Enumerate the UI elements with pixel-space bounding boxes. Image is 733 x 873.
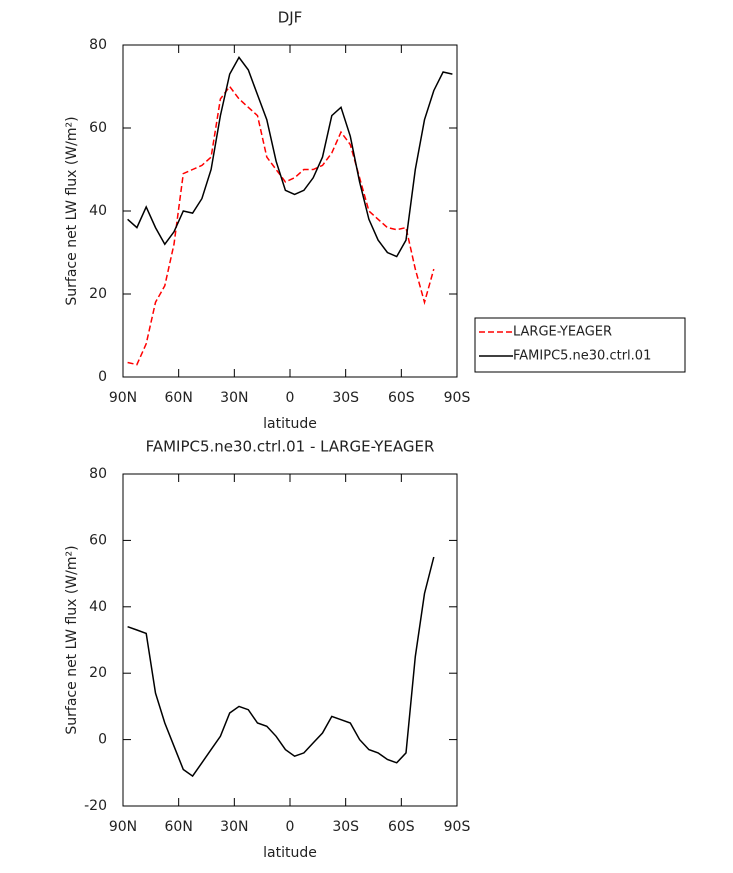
chart-title: FAMIPC5.ne30.ctrl.01 - LARGE-YEAGER — [146, 438, 435, 456]
y-tick-label: 0 — [98, 369, 107, 385]
x-tick-label: 0 — [286, 390, 295, 406]
x-tick-label: 30N — [220, 819, 248, 835]
x-tick-label: 30N — [220, 390, 248, 406]
legend-label: LARGE-YEAGER — [513, 325, 612, 340]
x-axis-label: latitude — [263, 416, 317, 432]
y-tick-label: 20 — [89, 286, 107, 302]
y-tick-label: 40 — [89, 203, 107, 219]
y-axis-label: Surface net LW flux (W/m²) — [64, 545, 80, 734]
x-tick-label: 60S — [388, 390, 415, 406]
y-tick-label: -20 — [84, 798, 107, 814]
x-tick-label: 60N — [165, 390, 193, 406]
data-line — [127, 85, 435, 366]
y-tick-label: 80 — [89, 466, 107, 482]
legend-label: FAMIPC5.ne30.ctrl.01 — [513, 349, 651, 364]
x-tick-label: 0 — [286, 819, 295, 835]
y-tick-label: 60 — [89, 120, 107, 136]
y-tick-label: 20 — [89, 665, 107, 681]
x-tick-label: 30S — [332, 819, 359, 835]
y-tick-label: 40 — [89, 599, 107, 615]
chart-title: DJF — [278, 9, 303, 27]
x-tick-label: 30S — [332, 390, 359, 406]
data-line — [127, 56, 453, 258]
x-tick-label: 90S — [444, 819, 471, 835]
x-axis-label: latitude — [263, 845, 317, 861]
x-tick-label: 90N — [109, 819, 137, 835]
y-tick-label: 0 — [98, 732, 107, 748]
plot-frame — [122, 44, 458, 378]
data-line — [127, 556, 435, 778]
legend-box — [474, 317, 686, 373]
x-tick-label: 90S — [444, 390, 471, 406]
x-tick-label: 90N — [109, 390, 137, 406]
x-tick-label: 60N — [165, 819, 193, 835]
plot-frame — [122, 473, 458, 807]
y-axis-label: Surface net LW flux (W/m²) — [64, 116, 80, 305]
x-tick-label: 60S — [388, 819, 415, 835]
y-tick-label: 80 — [89, 37, 107, 53]
y-tick-label: 60 — [89, 532, 107, 548]
